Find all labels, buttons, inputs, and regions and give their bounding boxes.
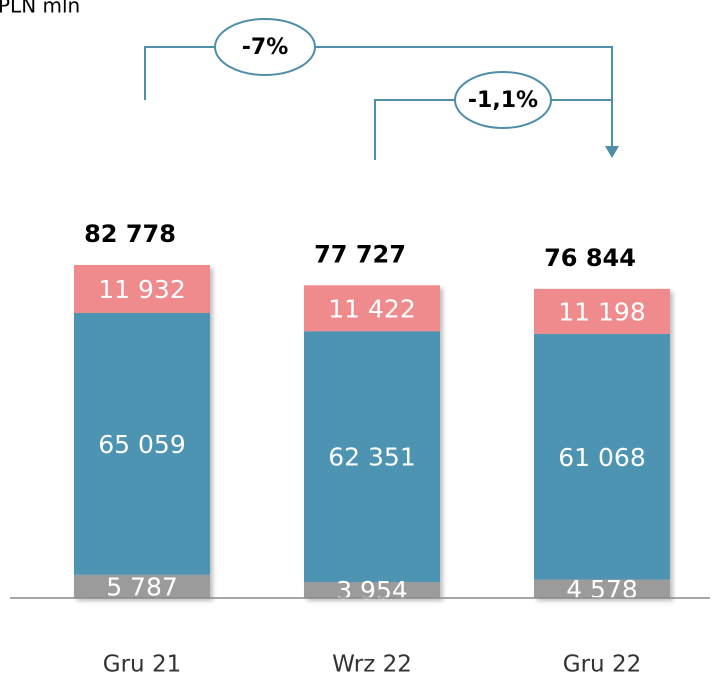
total-label: 82 778 — [84, 220, 176, 248]
annotation: -1,1% — [468, 88, 538, 113]
bar-segment — [534, 288, 670, 334]
segment-label: 3 954 — [336, 576, 408, 605]
bar-segment — [304, 285, 440, 332]
bar-stack — [534, 288, 670, 598]
bars: 5 787 65 059 11 932 82 778 Gru 21 3 954 62 351… — [74, 220, 670, 678]
bracket-arrow — [144, 46, 613, 150]
segment-label: 4 578 — [566, 575, 638, 604]
bar-segment — [534, 579, 670, 598]
unit-label: PLN mln — [0, 0, 80, 18]
bar-segment — [74, 265, 210, 314]
bar-segment — [304, 331, 440, 583]
arrow-head — [605, 146, 619, 158]
segment-label: 5 787 — [106, 572, 178, 601]
bar-segment — [74, 574, 210, 598]
x-tick-label: Gru 21 — [103, 652, 181, 678]
segment-label: 11 932 — [98, 275, 185, 304]
bar-segment — [304, 582, 440, 598]
segment-label: 11 422 — [328, 294, 415, 323]
total-label: 77 727 — [314, 240, 406, 268]
bar-stack — [304, 285, 440, 598]
segment-label: 65 059 — [98, 430, 185, 459]
annotation: -7% — [242, 35, 288, 60]
annotation-bubble — [214, 18, 316, 76]
bar-stack — [74, 265, 210, 598]
x-tick-label: Wrz 22 — [332, 652, 412, 678]
bar-segment — [534, 333, 670, 580]
x-tick-label: Gru 22 — [563, 652, 641, 678]
annotation-bubble — [454, 71, 552, 129]
segment-label: 11 198 — [558, 297, 645, 326]
segment-label: 62 351 — [328, 443, 415, 472]
total-label: 76 844 — [544, 244, 636, 272]
bar-segment — [74, 313, 210, 575]
segment-label: 61 068 — [558, 443, 645, 472]
